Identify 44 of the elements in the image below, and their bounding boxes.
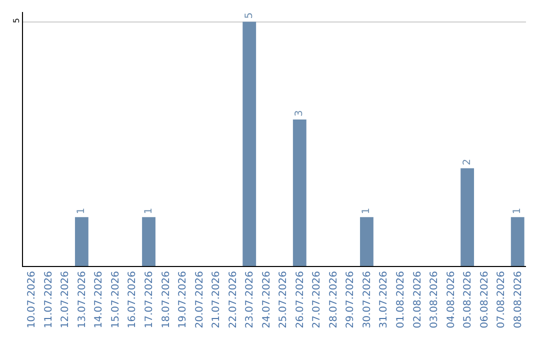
- x-tick-label: 08.08.2026: [512, 271, 524, 328]
- x-tick-label: 21.07.2026: [211, 271, 222, 328]
- x-tick-label: 23.07.2026: [244, 271, 256, 328]
- x-tick-label: 18.07.2026: [160, 271, 172, 328]
- x-tick-label: 14.07.2026: [94, 271, 105, 328]
- x-tick-label: 11.07.2026: [43, 271, 54, 328]
- x-tick-label: 28.07.2026: [328, 271, 340, 328]
- x-tick-label: 26.07.2026: [294, 271, 306, 328]
- bar: [460, 168, 474, 266]
- x-tick-label: 16.07.2026: [127, 271, 138, 328]
- x-tick-label: 25.07.2026: [278, 271, 290, 328]
- x-tick-label: 13.07.2026: [76, 271, 88, 328]
- data-label: 1: [361, 208, 372, 214]
- x-tick-label: 10.07.2026: [26, 271, 38, 328]
- x-tick-label: 29.07.2026: [345, 271, 356, 328]
- x-tick-label: 20.07.2026: [194, 271, 206, 328]
- data-label: 1: [143, 208, 154, 214]
- bar: [242, 22, 256, 266]
- bar: [360, 217, 374, 266]
- x-tick-label: 06.08.2026: [479, 271, 490, 328]
- x-tick-label: 04.08.2026: [446, 271, 457, 328]
- x-tick-label: 03.08.2026: [429, 271, 440, 328]
- x-tick-label: 15.07.2026: [110, 271, 122, 328]
- bar: [74, 217, 88, 266]
- x-tick-label: 01.08.2026: [396, 271, 406, 328]
- data-label: 2: [462, 158, 473, 166]
- bar: [142, 217, 156, 266]
- bar: [292, 119, 306, 266]
- x-tick-label: 27.07.2026: [312, 271, 323, 328]
- x-tick-label: 31.07.2026: [378, 271, 390, 328]
- x-tick-label: 19.07.2026: [178, 271, 189, 328]
- bar: [510, 217, 524, 266]
- data-label: 1: [512, 208, 524, 214]
- x-tick-label: 12.07.2026: [60, 271, 72, 328]
- x-tick-label: 02.08.2026: [412, 271, 424, 328]
- x-tick-label: 17.07.2026: [144, 271, 155, 328]
- x-tick-label: 30.07.2026: [362, 271, 373, 328]
- x-tick-label: 05.08.2026: [462, 271, 474, 328]
- x-tick-label: 22.07.2026: [228, 271, 239, 328]
- data-label: 5: [244, 12, 255, 19]
- data-label: 3: [294, 110, 306, 116]
- data-label: 1: [76, 208, 88, 214]
- x-tick-label: 24.07.2026: [261, 271, 272, 328]
- x-tick-label: 07.08.2026: [496, 271, 508, 328]
